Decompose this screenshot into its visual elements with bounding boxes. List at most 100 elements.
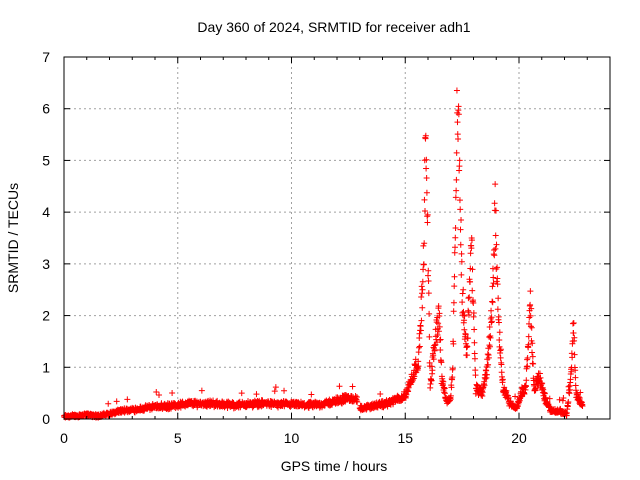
data-point (421, 196, 428, 203)
data-point (124, 396, 131, 403)
data-point (524, 355, 531, 362)
data-point (495, 295, 502, 302)
data-point (473, 381, 480, 388)
data-point (499, 376, 506, 383)
data-point (465, 307, 472, 314)
data-point (467, 250, 474, 257)
data-point (491, 200, 498, 207)
data-point (453, 187, 460, 194)
data-point (491, 247, 498, 254)
data-point (458, 216, 465, 223)
data-point (428, 363, 435, 370)
data-point (489, 298, 496, 305)
data-point (541, 390, 548, 397)
data-point (525, 333, 532, 340)
data-point (421, 240, 428, 247)
data-point (436, 323, 443, 330)
data-point (470, 310, 477, 317)
data-point (530, 360, 537, 367)
data-point (470, 300, 477, 307)
data-point (419, 278, 426, 285)
y-tick-label: 4 (42, 204, 50, 220)
data-point (428, 377, 435, 384)
data-point (238, 390, 245, 397)
data-point (430, 352, 437, 359)
data-point (567, 376, 574, 383)
data-point (529, 353, 536, 360)
data-point (542, 394, 549, 401)
data-point (466, 294, 473, 301)
data-point (424, 219, 431, 226)
data-point (424, 213, 431, 220)
data-point (451, 273, 458, 280)
data-point (433, 319, 440, 326)
data-point (488, 307, 495, 314)
data-point (468, 245, 475, 252)
data-point (418, 293, 425, 300)
data-point (488, 319, 495, 326)
data-point (458, 271, 465, 278)
data-point (421, 208, 428, 215)
data-point (489, 283, 496, 290)
data-point (493, 278, 500, 285)
x-axis-label: GPS time / hours (281, 458, 388, 474)
data-point (153, 388, 160, 395)
data-point (416, 343, 423, 350)
data-point (527, 288, 534, 295)
data-point (464, 335, 471, 342)
data-point (528, 324, 535, 331)
data-point (488, 318, 495, 325)
data-point (460, 308, 467, 315)
data-point (437, 336, 444, 343)
data-point (453, 87, 460, 94)
data-point (427, 380, 434, 387)
data-point (521, 390, 528, 397)
data-point (253, 391, 260, 398)
data-point (565, 398, 572, 405)
data-point (437, 347, 444, 354)
y-tick-label: 2 (42, 308, 50, 324)
data-point (487, 334, 494, 341)
data-point (527, 301, 534, 308)
data-point (493, 241, 500, 248)
data-point (458, 250, 465, 257)
data-point (403, 391, 410, 398)
x-tick-label: 0 (60, 430, 68, 446)
data-point (528, 305, 535, 312)
data-point (525, 341, 532, 348)
data-point (455, 103, 462, 110)
y-axis-label: SRMTID / TECUs (5, 183, 21, 293)
data-point (450, 340, 457, 347)
data-point (415, 363, 422, 370)
data-point (494, 275, 501, 282)
data-point (418, 290, 425, 297)
data-point (471, 355, 478, 362)
data-point (420, 242, 427, 249)
data-point (449, 365, 456, 372)
data-point (459, 290, 466, 297)
data-point (405, 388, 412, 395)
data-point (492, 245, 499, 252)
data-point (572, 367, 579, 374)
data-point (556, 396, 563, 403)
data-point (156, 392, 163, 399)
data-point (494, 306, 501, 313)
data-point (454, 119, 461, 126)
data-point (462, 331, 469, 338)
data-point (502, 388, 509, 395)
data-point (113, 398, 120, 405)
data-point (436, 310, 443, 317)
x-tick-label: 20 (511, 430, 527, 446)
y-tick-label: 7 (42, 49, 50, 65)
data-point (417, 327, 424, 334)
x-tick-label: 15 (397, 430, 413, 446)
data-point (537, 374, 544, 381)
data-point (453, 149, 460, 156)
data-point (486, 343, 493, 350)
data-point (497, 347, 504, 354)
data-point (529, 360, 536, 367)
data-point (485, 361, 492, 368)
y-tick-label: 5 (42, 152, 50, 168)
data-point (464, 343, 471, 350)
